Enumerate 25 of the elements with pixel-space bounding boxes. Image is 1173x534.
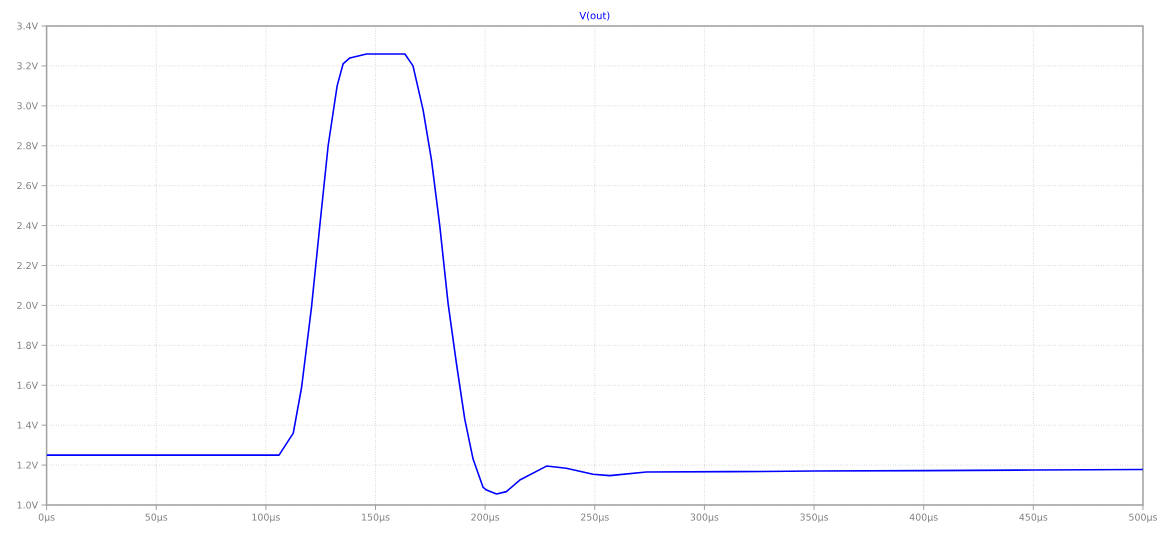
y-tick-label: 3.4V xyxy=(17,22,39,30)
y-tick-label: 3.2V xyxy=(17,62,39,70)
y-tick-label: 1.2V xyxy=(17,461,39,469)
y-tick-label: 1.8V xyxy=(17,341,39,349)
x-tick-label: 100µs xyxy=(252,513,280,523)
y-tick-label: 1.4V xyxy=(17,421,39,429)
x-tick-label: 250µs xyxy=(580,513,609,523)
x-tick-label: 50µs xyxy=(145,513,168,523)
chart-title: V(out) xyxy=(579,11,610,21)
x-tick-label: 350µs xyxy=(800,513,829,523)
x-tick-label: 150µs xyxy=(362,513,390,523)
y-tick-label: 3.0V xyxy=(17,102,39,110)
x-tick-label: 450µs xyxy=(1019,513,1048,523)
x-tick-label: 200µs xyxy=(471,513,500,523)
y-tick-label: 2.4V xyxy=(17,222,39,230)
y-tick-label: 2.0V xyxy=(17,301,39,309)
y-tick-label: 1.6V xyxy=(17,381,39,389)
y-tick-label: 2.2V xyxy=(17,261,39,270)
x-tick-label: 300µs xyxy=(690,513,719,523)
x-tick-label: 0µs xyxy=(38,513,55,523)
y-tick-label: 1.0V xyxy=(17,501,39,509)
x-tick-label: 400µs xyxy=(909,513,938,523)
y-tick-label: 2.6V xyxy=(17,182,39,190)
x-tick-label: 500µs xyxy=(1129,513,1157,523)
y-tick-label: 2.8V xyxy=(17,142,39,150)
